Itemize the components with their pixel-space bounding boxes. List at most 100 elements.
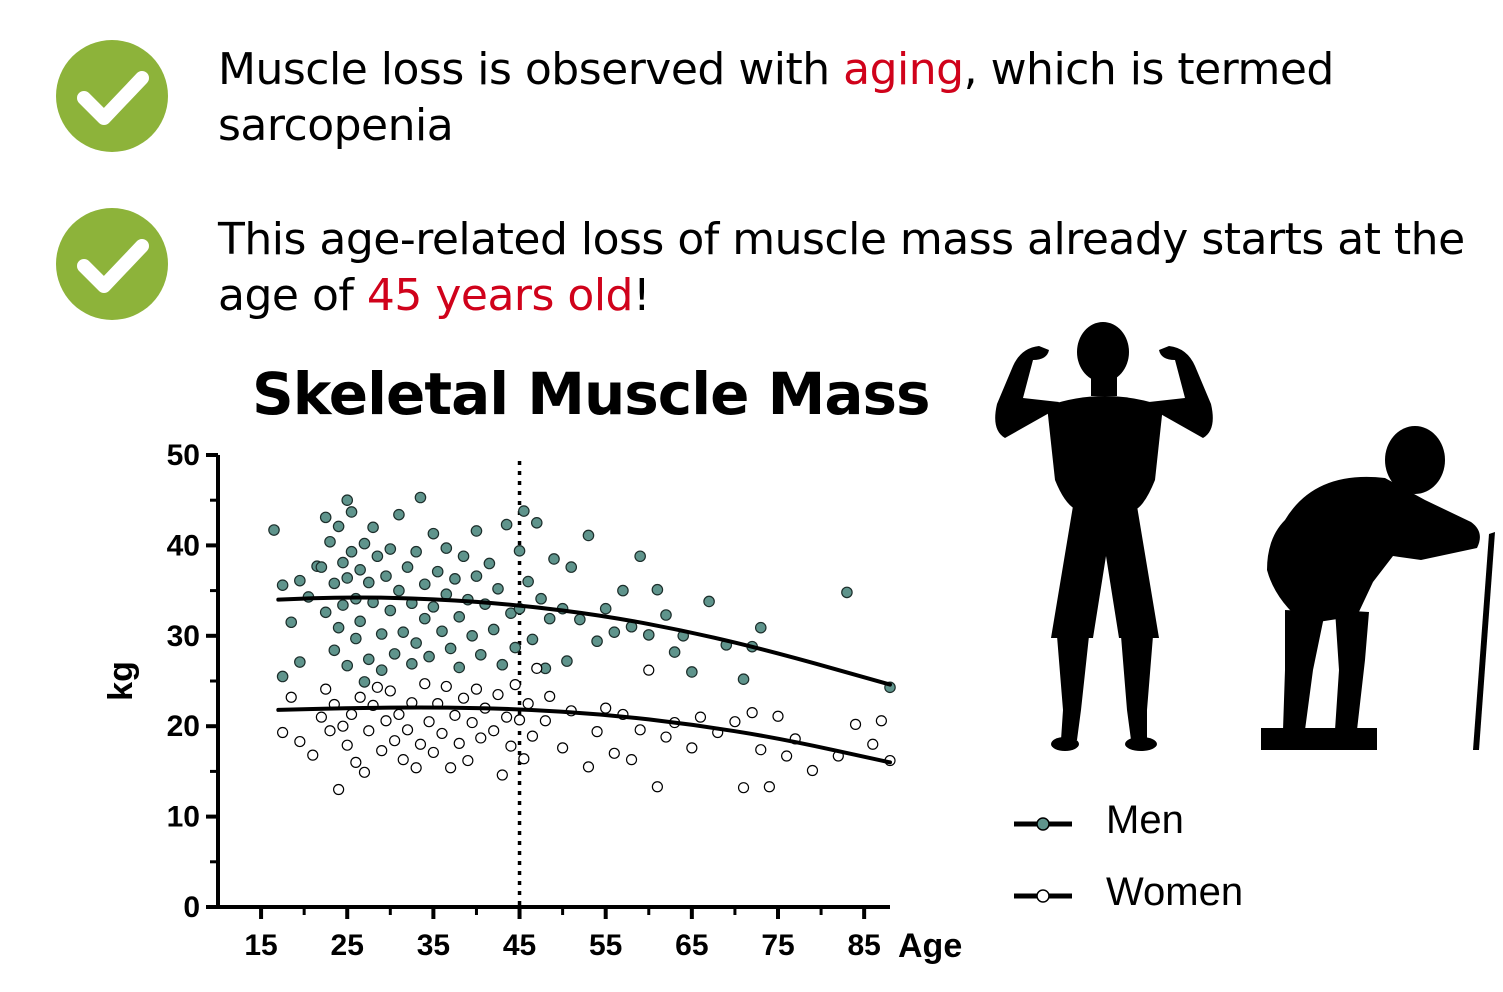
axis-labels: 0 10 20 30 40 50 15 25 35 45 55 65 75 85 Age kg [102,439,962,965]
women-point [457,692,470,704]
x-tick-label: 45 [503,929,536,962]
women-point [694,711,707,723]
men-point [276,579,289,591]
women-point [285,691,297,703]
men-point [582,529,595,542]
women-point [337,720,349,732]
women-point [582,761,595,773]
men-point [410,637,422,649]
x-tick-label: 25 [331,929,364,962]
women-point [414,738,427,750]
men-point [294,574,306,587]
legend-item-women: Women [1010,862,1310,934]
men-point [315,561,328,573]
y-axis-label: kg [102,661,140,701]
men-point [470,570,483,582]
women-point [513,714,526,726]
women-point [371,681,383,693]
men-point [337,556,349,569]
men-point [384,604,397,617]
women-point [470,683,483,695]
men-point [328,577,341,590]
women-point [462,754,474,767]
men-point [470,525,483,537]
women-point [634,724,646,736]
men-point [574,613,586,626]
men-point [268,524,280,536]
men-point [449,573,461,585]
men-point [599,602,612,615]
men-point [686,666,698,678]
women-point [363,725,375,737]
women-point [419,678,431,690]
women-point [423,716,435,728]
women-point [324,725,336,737]
men-point [414,491,427,504]
men-point [350,632,362,645]
bullet-1-highlight: aging [843,44,964,95]
young-man-silhouette-icon [995,322,1213,751]
men-point [651,583,664,596]
men-point [518,505,530,517]
women-point [522,698,534,710]
women-point [686,742,698,754]
women-point [539,715,551,727]
men-point [500,518,513,531]
men-point [319,511,332,524]
women-point [436,727,448,740]
men-point [457,550,470,563]
women-point [651,781,663,793]
men-point [345,545,358,558]
men-point [397,626,410,638]
women-point [557,742,569,754]
women-point [763,781,775,793]
men-point [591,635,603,648]
women-point [544,690,556,702]
women-point [380,715,392,727]
men-point [341,572,354,584]
x-tick-label: 55 [589,929,622,962]
x-tick-label: 35 [417,929,450,962]
men-point [375,664,388,676]
women-point [384,685,396,697]
legend-label-men: Men [1106,798,1184,842]
women-point [277,726,289,739]
women-point [488,725,500,737]
x-tick-label: 75 [761,929,794,962]
men-point [380,570,392,582]
men-point [371,550,384,563]
men-point [418,612,431,625]
women-point [867,738,879,750]
men-point [375,628,388,640]
check-circle-icon [56,40,168,152]
bullet-1-text-before: Muscle loss is observed with [218,44,844,95]
y-tick-label: 20 [167,710,200,743]
men-point [513,545,526,557]
y-tick-label: 40 [167,529,200,562]
men-point [668,646,681,658]
men-point [362,576,375,589]
men-point [487,623,500,636]
women-point [526,730,539,742]
men-point [362,653,375,666]
legend-label-women: Women [1106,870,1244,914]
men-point [440,542,453,554]
men-point [393,584,405,597]
men-point [328,644,341,657]
bullet-2-text-before: This age-related loss of muscle mass alr… [218,214,1465,321]
men-point [410,545,422,558]
silhouettes [995,322,1495,751]
legend-item-men: Men [1010,790,1310,862]
men-point [642,629,655,641]
men-point [703,595,715,608]
men-point [492,582,504,595]
men-point [345,506,358,518]
check-circle-icon [56,208,168,320]
women-point [475,732,487,744]
men-point [431,565,444,578]
women-point [440,680,452,693]
men-point [526,633,539,646]
women-point [518,753,530,765]
y-tick-label: 50 [167,439,200,472]
men-point [509,641,522,654]
